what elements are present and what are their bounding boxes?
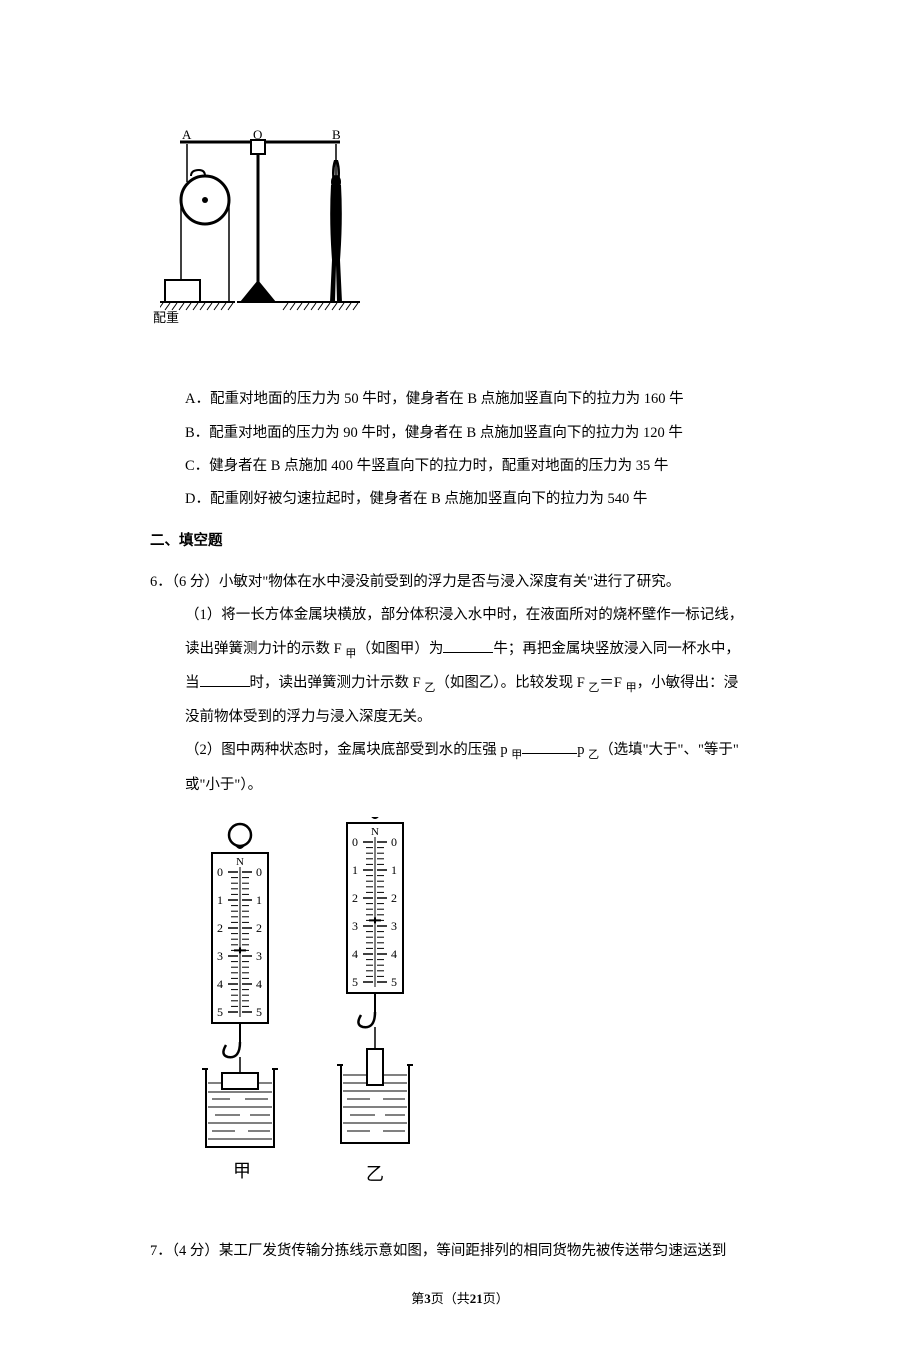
svg-text:4: 4: [391, 947, 397, 961]
svg-text:3: 3: [217, 949, 223, 963]
label-jia: 甲: [233, 1161, 251, 1181]
svg-text:3: 3: [256, 949, 262, 963]
q6-figure: N: [180, 817, 770, 1220]
blank-2: [200, 671, 250, 687]
section-2-header: 二、填空题: [150, 525, 770, 558]
svg-text:0: 0: [256, 865, 262, 879]
svg-text:2: 2: [256, 921, 262, 935]
q6-p1d: 没前物体受到的浮力与浸入深度无关。: [185, 701, 770, 734]
q6-p1c: 当时，读出弹簧测力计示数 F 乙（如图乙）。比较发现 F 乙＝F 甲，小敏得出：…: [185, 667, 770, 701]
svg-text:3: 3: [391, 919, 397, 933]
svg-text:4: 4: [256, 977, 262, 991]
q6-p2a: （2）图中两种状态时，金属块底部受到水的压强 p 甲p 乙（选填"大于"、"等于…: [185, 734, 770, 768]
svg-text:0: 0: [391, 835, 397, 849]
q5-option-c: C．健身者在 B 点施加 400 牛竖直向下的拉力时，配重对地面的压力为 35 …: [150, 450, 770, 483]
svg-text:5: 5: [256, 1005, 262, 1019]
lever-diagram: A O B: [160, 130, 360, 320]
label-yi: 乙: [366, 1164, 384, 1184]
q6: 6．（6 分）小敏对"物体在水中浸没前受到的浮力是否与浸入深度有关"进行了研究。…: [150, 566, 770, 1220]
svg-text:1: 1: [256, 893, 262, 907]
svg-text:3: 3: [352, 919, 358, 933]
svg-text:2: 2: [217, 921, 223, 935]
q6-p2b: 或"小于"）。: [185, 769, 770, 802]
q6-p1a: （1）将一长方体金属块横放，部分体积浸入水中时，在液面所对的烧杯壁作一标记线，: [185, 599, 770, 632]
q5-figure: A O B: [160, 130, 770, 363]
svg-text:0: 0: [352, 835, 358, 849]
svg-text:N: N: [236, 856, 244, 868]
blank-1: [443, 637, 493, 653]
svg-text:B: B: [332, 130, 341, 142]
q7-stem: 7．（4 分）某工厂发货传输分拣线示意如图，等间距排列的相同货物先被传送带匀速运…: [150, 1235, 770, 1268]
q6-stem: 6．（6 分）小敏对"物体在水中浸没前受到的浮力是否与浸入深度有关"进行了研究。: [150, 566, 770, 599]
q5-option-b: B．配重对地面的压力为 90 牛时，健身者在 B 点施加竖直向下的拉力为 120…: [150, 417, 770, 450]
spring-scale-diagram: N: [180, 817, 430, 1207]
q5-option-d: D．配重刚好被匀速拉起时，健身者在 B 点施加竖直向下的拉力为 540 牛: [150, 483, 770, 516]
svg-text:5: 5: [217, 1005, 223, 1019]
svg-text:1: 1: [217, 893, 223, 907]
blank-3: [522, 738, 577, 754]
svg-text:4: 4: [352, 947, 358, 961]
svg-text:2: 2: [391, 891, 397, 905]
page-footer: 第3页（共21页）: [150, 1284, 770, 1314]
svg-text:5: 5: [352, 975, 358, 989]
svg-text:A: A: [182, 130, 192, 142]
q6-p1b: 读出弹簧测力计的示数 F 甲（如图甲）为牛；再把金属块竖放浸入同一杯水中，: [185, 633, 770, 667]
svg-text:N: N: [371, 826, 379, 838]
svg-text:1: 1: [352, 863, 358, 877]
q5-option-a: A．配重对地面的压力为 50 牛时，健身者在 B 点施加竖直向下的拉力为 160…: [150, 383, 770, 416]
svg-text:4: 4: [217, 977, 223, 991]
svg-text:1: 1: [391, 863, 397, 877]
svg-text:0: 0: [217, 865, 223, 879]
q5-options: A．配重对地面的压力为 50 牛时，健身者在 B 点施加竖直向下的拉力为 160…: [150, 383, 770, 516]
weight-label: 配重: [153, 303, 193, 333]
svg-text:2: 2: [352, 891, 358, 905]
svg-text:5: 5: [391, 975, 397, 989]
